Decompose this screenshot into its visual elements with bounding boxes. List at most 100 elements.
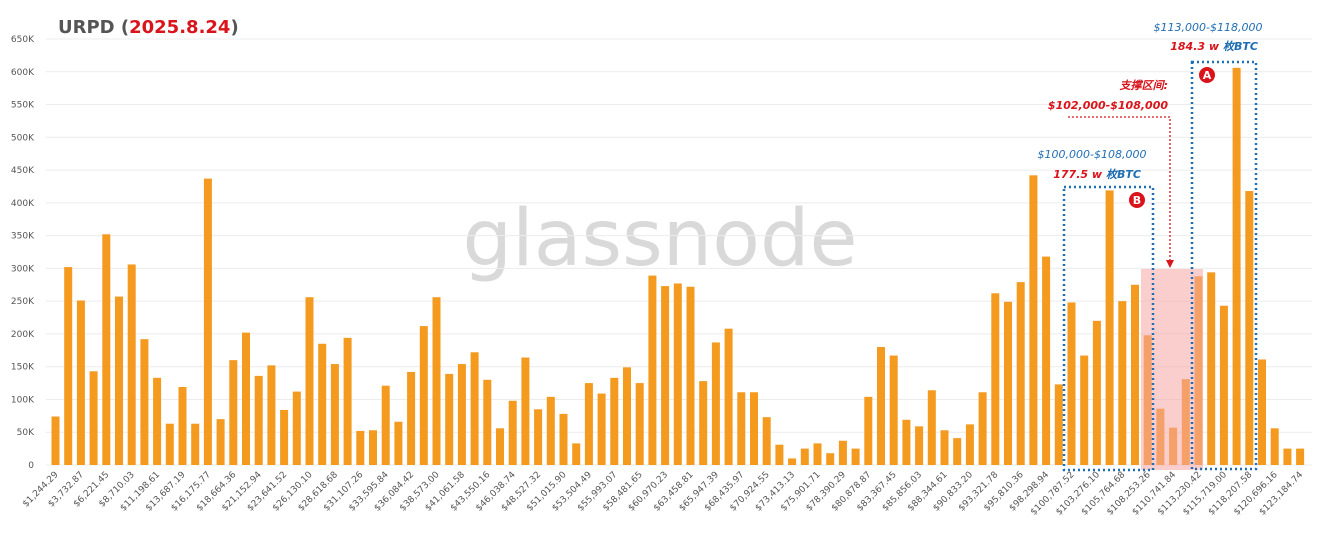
bar: [978, 392, 987, 465]
bar: [661, 286, 670, 465]
bar: [877, 347, 885, 465]
bar: [610, 377, 619, 465]
bar: [1232, 67, 1241, 466]
bar: [216, 419, 225, 465]
support-zone: [1141, 269, 1203, 470]
bar: [203, 178, 212, 465]
bar: [445, 373, 454, 465]
bar: [165, 423, 174, 465]
bar: [724, 328, 733, 465]
title-date: 2025.8.24: [129, 17, 230, 38]
bar: [838, 440, 847, 465]
bar: [254, 375, 263, 465]
chart-title: URPD (2025.8.24): [58, 17, 239, 38]
bar: [242, 332, 250, 465]
bar: [750, 392, 758, 465]
bar: [140, 339, 149, 465]
bar: [965, 424, 974, 465]
bar: [305, 297, 314, 465]
bar: [292, 391, 301, 465]
bar: [673, 283, 682, 465]
bar: [559, 413, 568, 465]
bar: [521, 357, 530, 465]
bar: [597, 393, 606, 465]
bar: [1131, 284, 1139, 465]
bar: [1067, 302, 1076, 465]
bar: [64, 267, 73, 465]
bar: [762, 417, 771, 465]
bar: [546, 396, 555, 465]
bar: [508, 400, 517, 465]
bar: [953, 438, 962, 465]
bar: [572, 443, 581, 465]
bar: [1016, 282, 1025, 465]
bar: [318, 343, 327, 465]
bar: [775, 444, 784, 465]
bar: [1296, 448, 1305, 465]
bar: [1042, 256, 1051, 465]
bar: [102, 234, 111, 465]
amount-value: 184.3 w: [1170, 40, 1220, 53]
amount-a: 184.3 w 枚BTC: [1170, 40, 1258, 53]
title-part: URPD (: [58, 17, 129, 38]
bar: [457, 364, 466, 465]
bar: [711, 342, 720, 465]
bar: [927, 390, 936, 465]
bar: [915, 426, 924, 465]
bar: [432, 297, 441, 465]
bar: [381, 385, 390, 465]
range-b: $100,000-$108,000: [1038, 148, 1147, 161]
y-tick-label: 50K: [17, 428, 35, 438]
y-tick-label: 100K: [11, 395, 35, 405]
y-tick-label: 600K: [11, 68, 35, 78]
bar: [1219, 305, 1228, 465]
y-tick-label: 550K: [11, 101, 35, 111]
bar: [280, 409, 289, 465]
bar: [902, 419, 911, 465]
bar: [699, 381, 708, 465]
support-arrow: [1068, 116, 1171, 262]
bar: [229, 360, 238, 465]
y-tick-label: 200K: [11, 330, 35, 340]
bar: [470, 352, 479, 465]
bar: [584, 383, 593, 465]
y-tick-label: 0: [28, 461, 34, 471]
marker-b: [1129, 192, 1145, 208]
bar: [737, 392, 746, 465]
watermark: glassnode: [463, 194, 858, 284]
arrow-head: [1166, 260, 1174, 268]
range-a: $113,000-$118,000: [1154, 21, 1263, 34]
bar: [115, 296, 123, 465]
bar: [826, 453, 835, 465]
y-tick-label: 250K: [11, 297, 35, 307]
y-tick-label: 150K: [11, 363, 35, 373]
bar: [1004, 301, 1012, 465]
y-tick-label: 400K: [11, 199, 35, 209]
bar: [623, 367, 631, 465]
bar: [1118, 301, 1127, 465]
marker-b-label: B: [1133, 194, 1141, 207]
bar: [1092, 320, 1101, 465]
bar: [635, 383, 644, 465]
box-b: [1062, 185, 1155, 472]
bar: [1080, 355, 1089, 465]
bar: [51, 416, 60, 465]
y-tick-label: 650K: [11, 35, 35, 45]
bar: [1283, 448, 1292, 465]
y-tick-label: 450K: [11, 166, 35, 176]
marker-a: [1199, 67, 1215, 83]
bar: [191, 423, 200, 465]
bar: [1054, 384, 1063, 465]
bar: [1029, 175, 1038, 465]
bar: [1105, 190, 1114, 465]
bar: [648, 275, 657, 465]
amount-b: 177.5 w 枚BTC: [1053, 168, 1141, 181]
bar: [496, 428, 504, 465]
bar: [889, 355, 898, 465]
bar: [1207, 272, 1216, 465]
bar: [369, 430, 377, 465]
y-tick-label: 500K: [11, 133, 35, 143]
bar: [991, 293, 1000, 465]
title-part: ): [230, 17, 238, 38]
bar: [686, 286, 695, 465]
